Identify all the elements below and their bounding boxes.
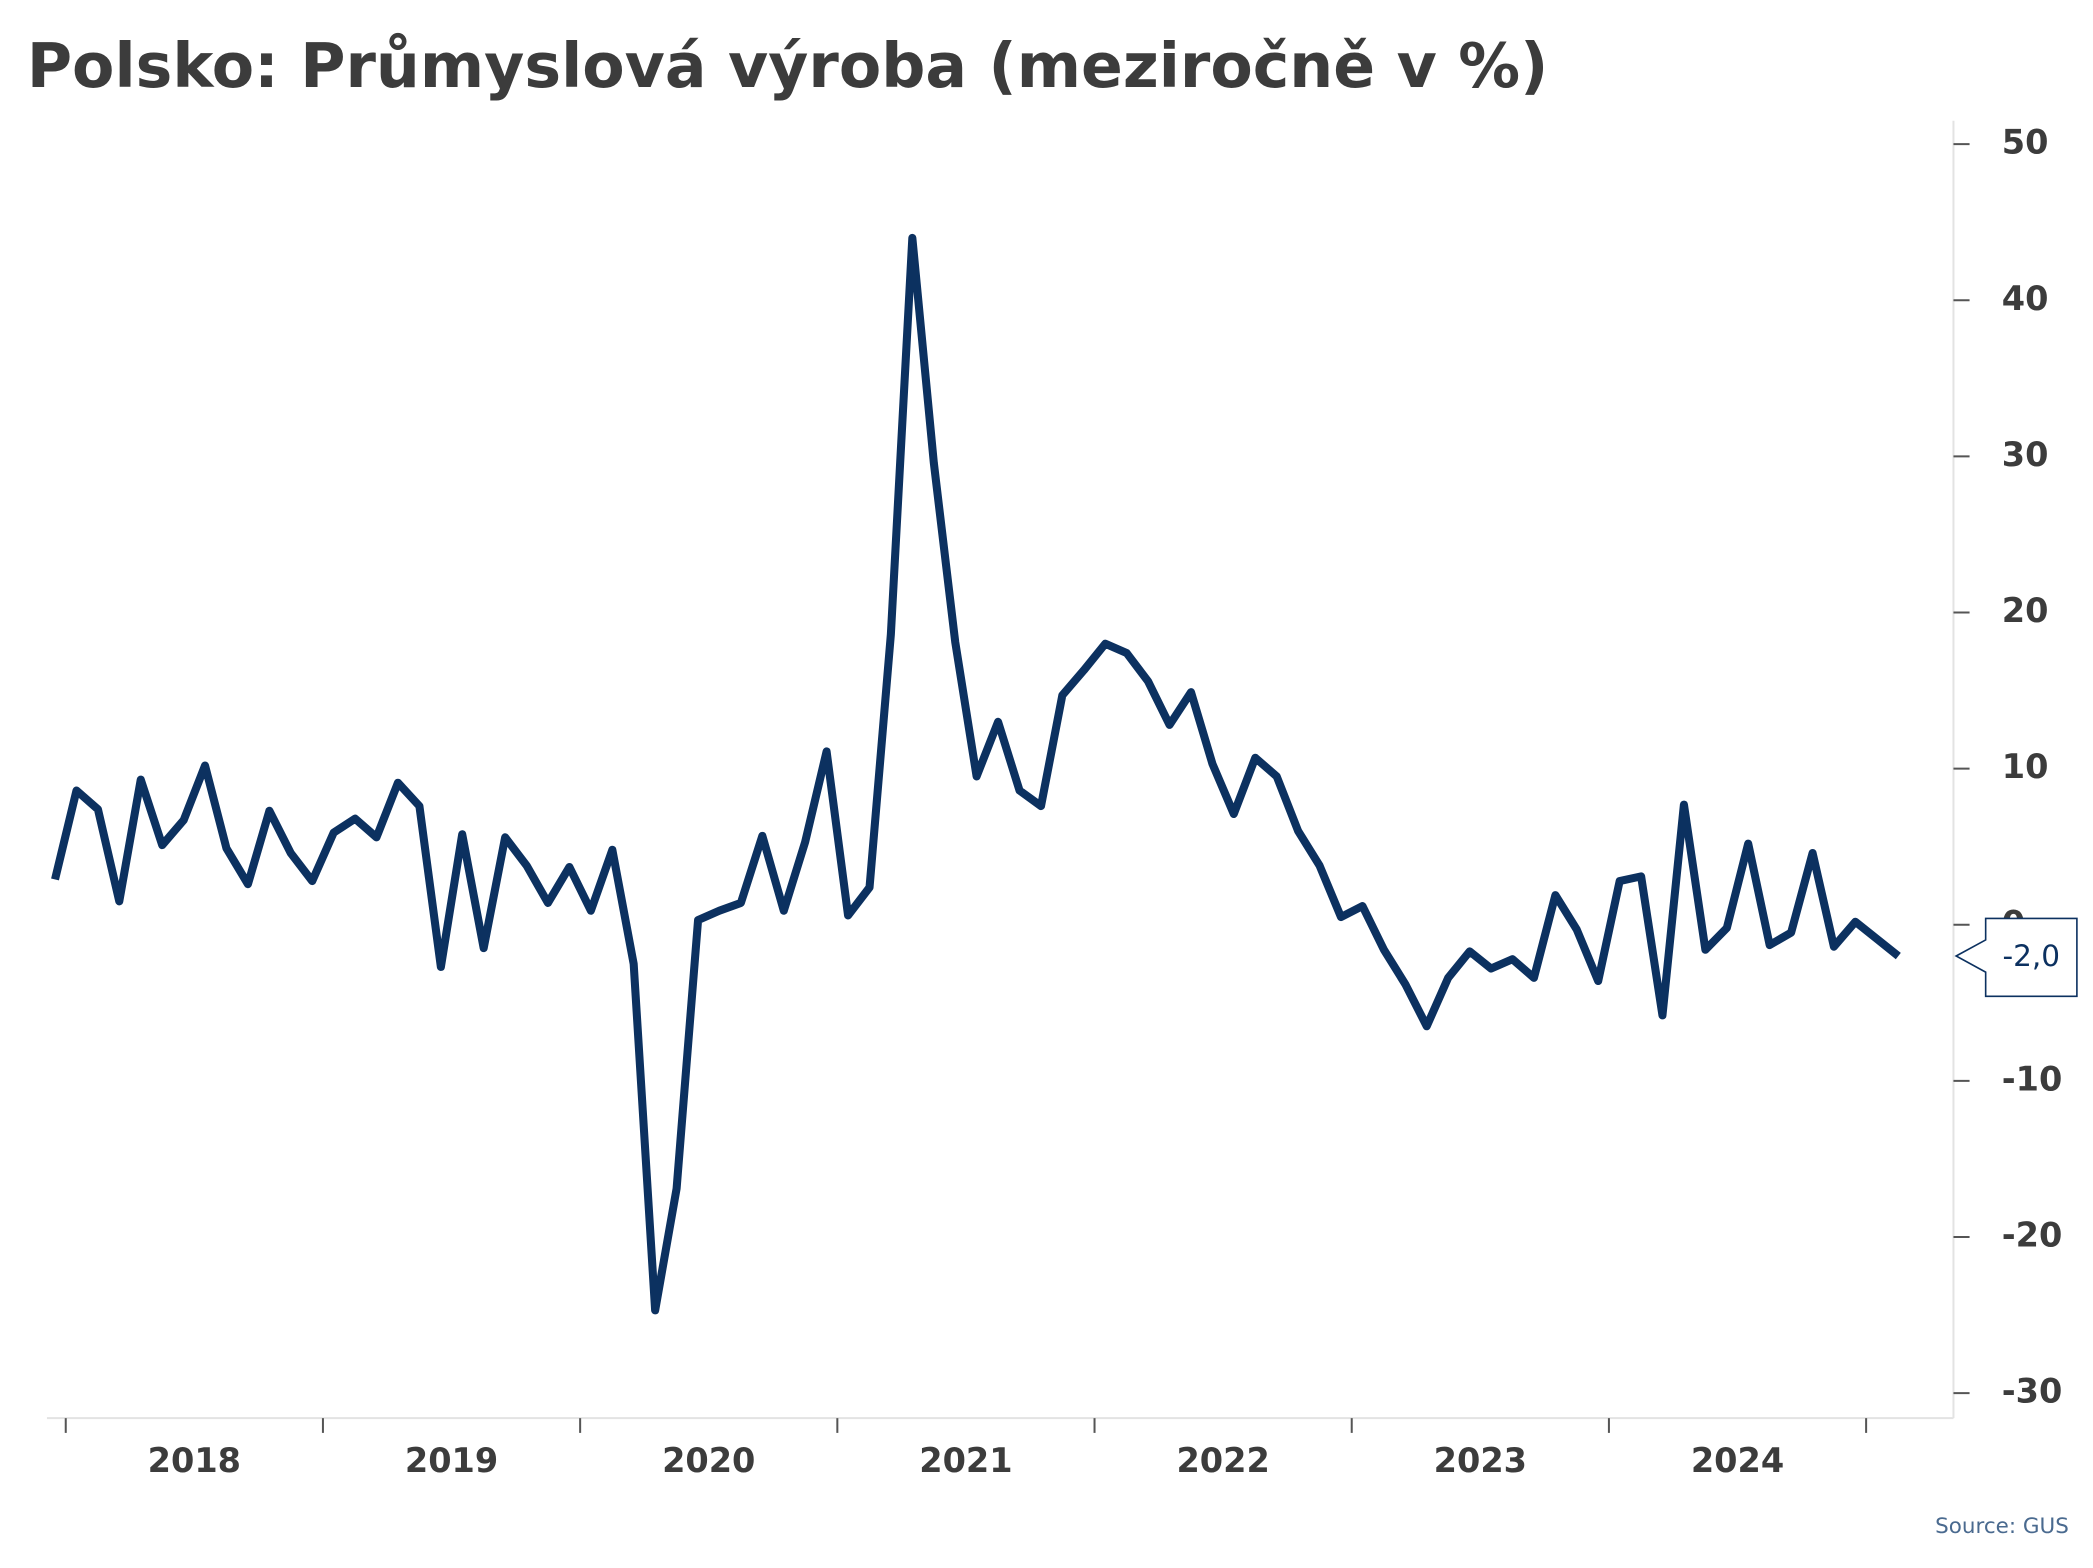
plot-area: -30-20-100102030405020182019202020212022… <box>51 123 2078 1480</box>
x-tick-label: 2024 <box>1691 1441 1784 1480</box>
x-tick-label: 2022 <box>1176 1441 1269 1480</box>
chart-title: Polsko: Průmyslová výroba (meziročně v %… <box>27 30 1548 102</box>
y-tick-label: -30 <box>2002 1372 2063 1411</box>
y-tick-label: 10 <box>2002 747 2049 786</box>
x-tick-label: 2020 <box>662 1441 755 1480</box>
x-tick-label: 2018 <box>148 1441 241 1480</box>
source-note: Source: GUS <box>1935 1514 2069 1539</box>
value-label: -2,0 <box>2002 939 2060 973</box>
x-tick-label: 2019 <box>405 1441 498 1480</box>
x-tick-label: 2021 <box>919 1441 1012 1480</box>
value-callout <box>1954 917 2078 998</box>
y-tick-label: 40 <box>2002 279 2049 318</box>
y-tick-label: 50 <box>2002 123 2049 162</box>
y-tick-label: 30 <box>2002 435 2049 474</box>
y-tick-label: -20 <box>2002 1216 2063 1255</box>
y-tick-label: 20 <box>2002 591 2049 630</box>
x-tick-label: 2023 <box>1434 1441 1527 1480</box>
data-line <box>51 233 1901 1315</box>
y-tick-label: -10 <box>2002 1059 2063 1098</box>
